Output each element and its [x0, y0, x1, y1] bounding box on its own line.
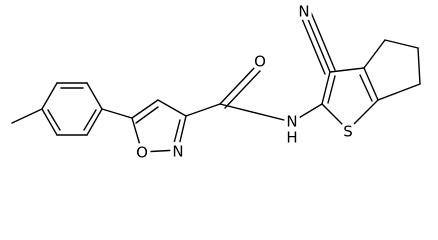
- atom-label: H: [286, 129, 297, 147]
- atom-label: N: [286, 113, 297, 131]
- atom-labels: N O N H S O N: [133, 0, 357, 165]
- atom-label: O: [254, 53, 266, 71]
- bonds: [11, 9, 421, 153]
- atom-label: O: [136, 144, 148, 162]
- atom-label: N: [298, 3, 309, 21]
- atom-label: S: [343, 123, 353, 141]
- structure-diagram: N O N H S O N: [11, 0, 421, 165]
- atom-label: N: [172, 143, 183, 161]
